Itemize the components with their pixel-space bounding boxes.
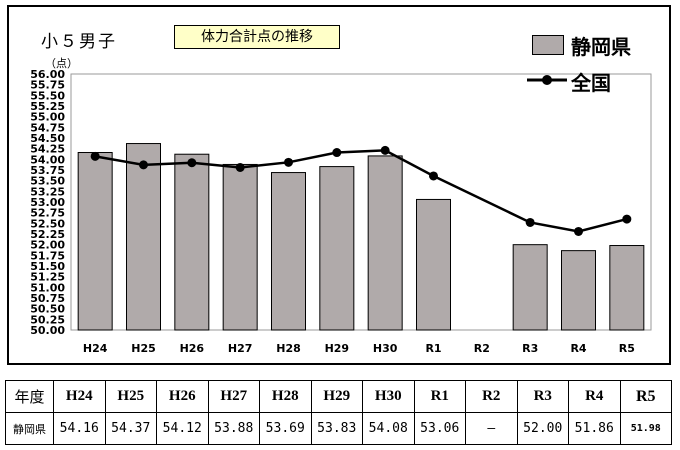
y-tick-label: 55.50 <box>30 89 65 102</box>
chart-subtitle: 小５男子 <box>41 32 117 52</box>
y-tick-label: 55.00 <box>30 111 65 124</box>
point-national <box>187 158 197 168</box>
point-national <box>525 217 535 227</box>
x-tick-label: R2 <box>474 342 490 355</box>
point-national <box>139 160 148 170</box>
x-tick-label: H24 <box>83 342 108 355</box>
table-value-cell: 51.86 <box>568 412 621 445</box>
point-national <box>90 151 100 161</box>
table-value-cell: 54.16 <box>53 412 106 445</box>
y-tick-label: 54.75 <box>30 121 65 134</box>
table-value-cell: 52.00 <box>516 412 569 445</box>
table-header-cell: H28 <box>259 380 312 413</box>
chart-frame: 50.00 50.25 50.50 50.75 51.00 51.25 51.50 51.75… <box>7 5 671 365</box>
table-value-cell: 54.08 <box>362 412 415 445</box>
bar-shizuoka <box>222 163 258 331</box>
table-value-cell: 53.83 <box>310 412 363 445</box>
table-value-cell: 51.98 <box>619 412 672 445</box>
y-tick-label: 52.75 <box>30 207 65 220</box>
bar-shizuoka <box>126 143 161 331</box>
bar-shizuoka <box>561 250 596 331</box>
y-tick-label: 53.50 <box>30 175 65 188</box>
bar-shizuoka <box>174 153 210 331</box>
x-tick-label: H30 <box>373 342 398 355</box>
y-tick-label: 55.75 <box>30 79 65 92</box>
y-tick-label: 52.50 <box>30 217 65 230</box>
table-header-cell: H29 <box>310 380 363 413</box>
y-tick-label: 50.75 <box>30 292 65 305</box>
y-tick-label: 52.00 <box>30 239 65 252</box>
point-national <box>380 145 390 155</box>
data-table: 年度 H24 H25 H26 H27 H28 H29 H30 R1 R2 R3 R4 R5 静岡県 5… <box>5 380 672 445</box>
y-tick-label: 55.25 <box>30 100 65 113</box>
table-header-cell: R4 <box>568 380 621 413</box>
y-tick-label: 54.00 <box>30 153 65 166</box>
bar-shizuoka <box>271 172 306 331</box>
y-tick-label: 51.75 <box>30 249 65 262</box>
table-value-cell: 53.69 <box>259 412 312 445</box>
y-tick-label: 56.00 <box>30 68 65 81</box>
y-tick-label: 50.25 <box>30 313 65 326</box>
x-tick-label: H25 <box>131 342 156 355</box>
table-header-cell: R3 <box>516 380 569 413</box>
table-header-cell: H24 <box>53 380 106 413</box>
x-tick-label: H28 <box>276 342 301 355</box>
x-tick-label: R5 <box>619 342 635 355</box>
point-national <box>574 226 583 236</box>
y-tick-label: 51.50 <box>30 260 65 273</box>
y-tick-label: 53.75 <box>30 164 65 177</box>
x-tick-label: R1 <box>425 342 441 355</box>
legend-line-marker <box>527 75 567 85</box>
x-tick-label: H29 <box>325 342 350 355</box>
plot-area-border <box>70 73 652 331</box>
table-header-cell: R1 <box>413 380 466 413</box>
table-row: 静岡県 54.16 54.37 54.12 53.88 53.69 53.83 54.08 5… <box>5 412 672 445</box>
table-header-cell: R5 <box>619 380 672 413</box>
y-tick-label: 53.00 <box>30 196 65 209</box>
legend-line-label: 全国 <box>571 71 611 95</box>
bar-shizuoka <box>416 198 451 331</box>
legend-bar-label: 静岡県 <box>571 35 631 59</box>
bar-shizuoka <box>367 155 403 331</box>
y-tick-label: 51.25 <box>30 271 65 284</box>
chart-plot: 50.0050.2550.5050.7551.0051.2551.5051.75… <box>30 68 652 355</box>
y-tick-label: 53.25 <box>30 185 65 198</box>
x-tick-label: H27 <box>228 342 253 355</box>
table-header-cell: H26 <box>156 380 209 413</box>
chart-title: 体力合計点の推移 <box>174 25 340 49</box>
x-tick-label: R3 <box>522 342 538 355</box>
y-axis-unit-label: （点） <box>45 57 78 70</box>
table-row-label: 静岡県 <box>5 412 54 445</box>
point-national <box>622 214 632 224</box>
x-tick-label: H26 <box>180 342 205 355</box>
table-header-row: 年度 H24 H25 H26 H27 H28 H29 H30 R1 R2 R3 R4 R5 <box>5 380 672 413</box>
y-tick-label: 50.00 <box>30 324 65 337</box>
point-national <box>429 171 438 181</box>
table-corner-label: 年度 <box>5 380 54 413</box>
bar-shizuoka <box>77 152 113 331</box>
table-value-cell: — <box>465 412 518 445</box>
table-value-cell: 53.06 <box>413 412 466 445</box>
point-national <box>235 162 245 172</box>
point-national <box>332 148 342 158</box>
table-value-cell: 54.12 <box>156 412 209 445</box>
y-tick-label: 52.25 <box>30 228 65 241</box>
y-tick-label: 50.50 <box>30 303 65 316</box>
y-tick-label: 51.00 <box>30 281 65 294</box>
y-tick-label: 54.50 <box>30 132 65 145</box>
bar-shizuoka <box>512 244 548 331</box>
table-header-cell: H25 <box>104 380 157 413</box>
legend-bar-swatch <box>532 35 564 55</box>
bar-shizuoka <box>609 245 645 331</box>
table-value-cell: 54.37 <box>104 412 157 445</box>
table-header-cell: R2 <box>465 380 518 413</box>
point-national <box>284 157 293 167</box>
x-tick-label: R4 <box>570 342 586 355</box>
table-header-cell: H30 <box>362 380 415 413</box>
table-header-cell: H27 <box>207 380 260 413</box>
table-value-cell: 53.88 <box>207 412 260 445</box>
bar-shizuoka <box>319 166 355 331</box>
y-tick-label: 54.25 <box>30 143 65 156</box>
